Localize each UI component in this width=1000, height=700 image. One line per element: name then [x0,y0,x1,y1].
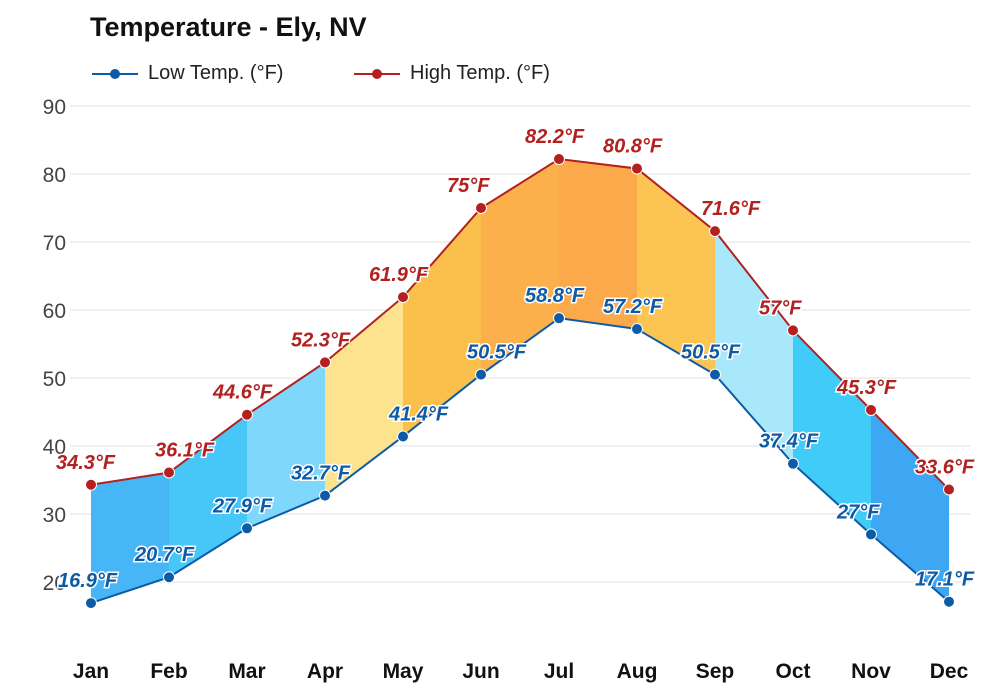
y-tick-label: 60 [43,300,66,323]
high-temp-line [90,158,950,491]
high-temp-point[interactable] [709,225,721,238]
low-temp-point[interactable] [85,597,97,610]
x-tick-label-oct: Oct [775,660,810,683]
low-temp-point[interactable] [475,368,487,381]
low-temp-label: 41.4°F [388,403,449,425]
legend-high-label: High Temp. (°F) [410,62,550,84]
high-temp-label: 71.6°F [701,198,761,220]
low-temp-label: 57.2°F [603,296,663,318]
legend-high-marker-icon [354,68,400,79]
high-temp-label: 57°F [759,297,802,319]
high-temp-label: 34.3°F [56,452,116,474]
low-temp-point[interactable] [319,489,331,502]
low-temp-point[interactable] [787,457,799,470]
y-tick-label: 90 [43,96,66,119]
temp-band-nov [871,409,949,602]
x-tick-label-sep: Sep [696,660,735,683]
x-tick-label-jan: Jan [73,660,109,683]
low-temp-point[interactable] [397,430,409,443]
y-tick-label: 50 [43,368,66,391]
low-temp-label: 50.5°F [681,342,741,364]
low-temp-label: 32.7°F [291,463,351,485]
x-tick-label-jun: Jun [462,660,499,683]
high-temp-point[interactable] [787,324,799,337]
low-temp-line [90,317,950,605]
high-temp-point[interactable] [163,466,175,479]
high-temp-point[interactable] [553,153,565,166]
high-temp-label: 36.1°F [155,440,215,462]
x-tick-label-aug: Aug [617,660,658,683]
low-temp-label: 50.5°F [467,342,527,364]
low-temp-label: 17.1°F [915,569,975,591]
high-temp-label: 80.8°F [603,136,663,158]
legend-low-marker-icon [92,68,138,79]
temp-band-jul [559,159,637,330]
x-tick-label-apr: Apr [307,660,343,683]
x-tick-label-nov: Nov [851,660,891,683]
low-temp-point[interactable] [709,368,721,381]
temp-band-mar [247,362,325,529]
legend-low-label: Low Temp. (°F) [148,62,284,84]
chart-title: Temperature - Ely, NV [90,12,367,42]
low-temp-point[interactable] [553,312,565,325]
y-tick-label: 20 [43,572,66,595]
high-temp-point[interactable] [85,478,97,491]
low-temp-point[interactable] [865,528,877,541]
high-temp-label: 52.3°F [291,329,351,351]
temp-band-feb [169,414,247,578]
high-temp-label: 61.9°F [369,264,429,286]
high-temp-point[interactable] [397,291,409,304]
temp-band-jun [481,159,559,375]
y-tick-label: 80 [43,164,66,187]
low-temp-label: 27.9°F [212,495,273,517]
y-tick-label: 40 [43,436,66,459]
high-temp-point[interactable] [943,483,955,496]
x-tick-label-jul: Jul [544,660,574,683]
y-tick-label: 30 [43,504,66,527]
y-tick-label: 70 [43,232,66,255]
temp-band-may [403,208,481,437]
x-tick-label-dec: Dec [930,660,969,683]
low-temp-point[interactable] [241,522,253,535]
low-temp-point[interactable] [163,571,175,584]
low-temp-point[interactable] [943,595,955,608]
low-temp-label: 16.9°F [58,570,118,592]
x-tick-label-feb: Feb [150,660,187,683]
high-temp-point[interactable] [865,403,877,416]
low-temp-label: 58.8°F [525,285,585,307]
x-tick-label-mar: Mar [228,660,265,683]
low-temp-point[interactable] [631,323,643,336]
temp-band-aug [637,168,715,375]
high-temp-label: 45.3°F [836,377,897,399]
high-temp-label: 44.6°F [212,382,273,404]
high-temp-label: 33.6°F [915,457,975,479]
high-temp-label: 82.2°F [525,126,585,148]
high-temp-point[interactable] [475,202,487,214]
high-temp-point[interactable] [241,408,253,421]
high-temp-label: 75°F [447,175,490,197]
high-temp-point[interactable] [319,356,331,369]
temp-band-oct [793,330,871,535]
legend-item-high[interactable]: High Temp. (°F) [352,62,550,85]
temp-band-sep [715,231,793,464]
low-temp-label: 27°F [836,501,880,523]
low-temp-label: 37.4°F [759,431,819,453]
x-tick-label-may: May [383,660,424,683]
low-temp-label: 20.7°F [134,544,195,566]
high-temp-point[interactable] [631,162,643,175]
legend-item-low[interactable]: Low Temp. (°F) [90,62,283,85]
temp-band-jan [91,472,169,604]
